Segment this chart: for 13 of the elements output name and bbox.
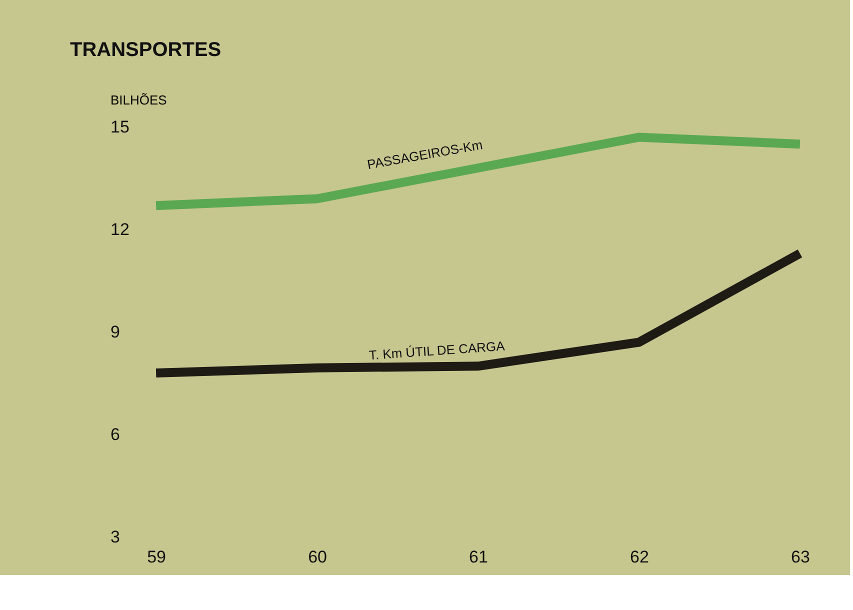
series-label: T. Km ÚTIL DE CARGA [368,338,506,363]
chart-title: TRANSPORTES [70,39,222,61]
x-tick-label: 63 [790,548,810,566]
y-axis-title: BILHÕES [110,92,168,108]
x-tick-label: 61 [469,548,488,566]
y-tick-label: 9 [110,322,120,342]
x-tick-label: 59 [147,548,166,566]
y-tick-label: 6 [110,425,120,444]
y-tick-label: 15 [110,118,130,136]
x-tick-label: 60 [308,548,327,566]
y-tick-label: 12 [110,220,130,239]
x-tick-label: 62 [630,548,649,566]
y-tick-label: 3 [110,528,120,546]
